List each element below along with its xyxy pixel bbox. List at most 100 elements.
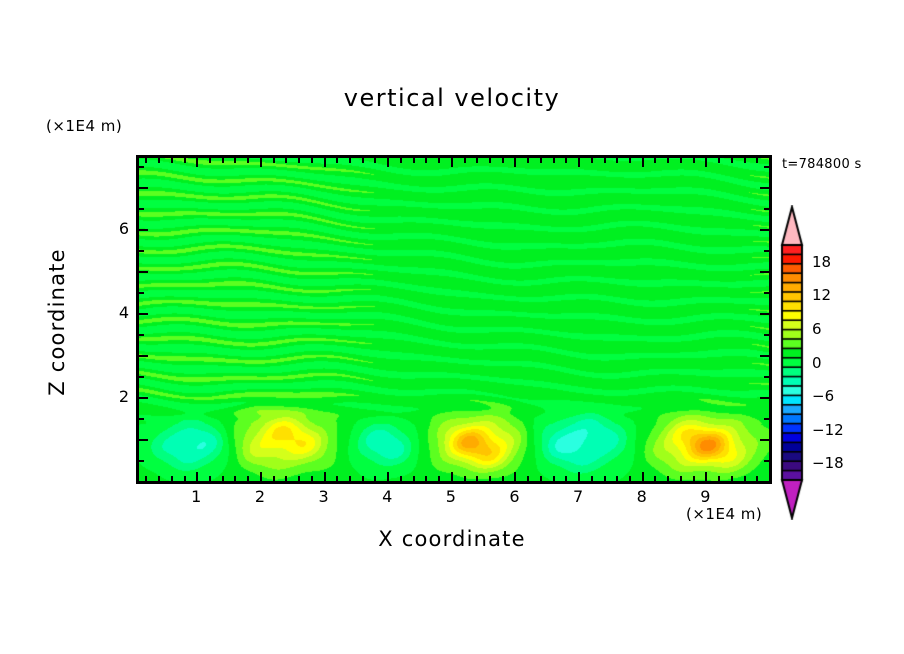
axis-tick [764, 460, 769, 463]
axis-tick [139, 250, 144, 253]
axis-tick [247, 476, 250, 481]
axis-tick [170, 158, 173, 163]
axis-tick [196, 472, 199, 481]
axis-tick [718, 476, 721, 481]
axis-tick [399, 476, 402, 481]
axis-tick [139, 229, 148, 232]
axis-tick [139, 481, 148, 483]
chart-title: vertical velocity [343, 84, 561, 112]
axis-tick [139, 271, 148, 274]
axis-tick [760, 313, 769, 316]
axis-tick [221, 476, 224, 481]
colorbar-tick-label: −6 [812, 387, 835, 406]
x-axis-tick-label: 5 [445, 487, 456, 506]
axis-tick [603, 158, 606, 163]
axis-tick [438, 158, 441, 163]
axis-tick [769, 158, 771, 163]
axis-tick [565, 158, 568, 163]
y-axis-tick-label: 2 [118, 387, 129, 407]
axis-tick [769, 476, 771, 481]
axis-tick [760, 481, 769, 483]
colorbar-tick-label: −18 [812, 454, 844, 473]
axis-tick [139, 418, 144, 421]
x-axis-tick-label: 7 [572, 487, 584, 506]
axis-tick [641, 472, 644, 481]
axis-tick [764, 166, 769, 169]
axis-tick [476, 158, 479, 163]
axis-tick [760, 187, 769, 190]
axis-tick [616, 158, 619, 163]
axis-tick [221, 158, 224, 163]
axis-tick [679, 158, 682, 163]
x-axis-tick-label: 6 [509, 487, 520, 506]
axis-tick [764, 418, 769, 421]
axis-tick [387, 158, 390, 167]
axis-tick [667, 158, 670, 163]
timestamp-annotation: t=784800 s [782, 157, 862, 172]
axis-tick [323, 158, 326, 167]
axis-tick [361, 476, 364, 481]
colorbar-tick-label: 6 [812, 319, 822, 338]
colorbar: 18 12 6 0 −6 −12 −18 [776, 205, 896, 520]
colorbar-tick-label: 18 [812, 252, 832, 271]
axis-tick [501, 476, 504, 481]
axis-tick [438, 476, 441, 481]
axis-tick [139, 439, 148, 442]
colorbar-tick-label: −12 [812, 420, 844, 439]
axis-tick [285, 158, 288, 163]
axis-tick [259, 158, 262, 167]
axis-tick [705, 472, 708, 481]
axis-tick [183, 158, 186, 163]
axis-tick [756, 476, 759, 481]
axis-tick [616, 476, 619, 481]
axis-tick [463, 158, 466, 163]
axis-tick [692, 476, 695, 481]
axis-tick [145, 158, 148, 163]
axis-tick [565, 476, 568, 481]
axis-tick [349, 158, 351, 163]
axis-tick [450, 158, 453, 167]
axis-tick [764, 250, 769, 253]
axis-tick [760, 229, 769, 232]
axis-tick [139, 376, 144, 379]
axis-tick [705, 158, 708, 167]
axis-tick [603, 476, 606, 481]
x-axis-tick-label: 9 [700, 487, 711, 506]
axis-tick [259, 472, 262, 481]
x-axis-tick-label: 4 [382, 487, 393, 506]
axis-tick [310, 158, 313, 163]
axis-tick [298, 158, 301, 163]
axis-tick [764, 334, 769, 337]
axis-tick [629, 158, 631, 163]
axis-tick [730, 476, 733, 481]
x-axis-tick-label: 3 [318, 487, 329, 506]
axis-tick [718, 158, 721, 163]
x-axis-tick-label: 8 [636, 487, 647, 506]
axis-tick [170, 476, 173, 481]
axis-tick [139, 208, 144, 211]
axis-tick [323, 472, 326, 481]
contour-field [139, 158, 769, 481]
axis-tick [514, 158, 517, 167]
axis-tick [139, 397, 148, 400]
axis-tick [336, 476, 339, 481]
axis-tick [139, 334, 144, 337]
contour-plot-area [136, 155, 772, 484]
axis-tick [578, 472, 581, 481]
y-axis-tick-label: 4 [118, 303, 129, 323]
axis-tick [764, 376, 769, 379]
x-axis-title: X coordinate [378, 527, 526, 551]
axis-tick [590, 158, 593, 163]
axis-tick [399, 158, 402, 163]
y-axis-tick-label: 6 [118, 219, 129, 239]
axis-tick [285, 476, 288, 481]
axis-tick [764, 208, 769, 211]
axis-tick [145, 476, 148, 481]
axis-tick [209, 158, 211, 163]
colorbar-gradient [776, 205, 816, 520]
axis-tick [760, 397, 769, 400]
y-axis-title: Z coordinate [45, 248, 69, 396]
axis-tick [552, 476, 555, 481]
axis-tick [527, 158, 530, 163]
axis-tick [692, 158, 695, 163]
